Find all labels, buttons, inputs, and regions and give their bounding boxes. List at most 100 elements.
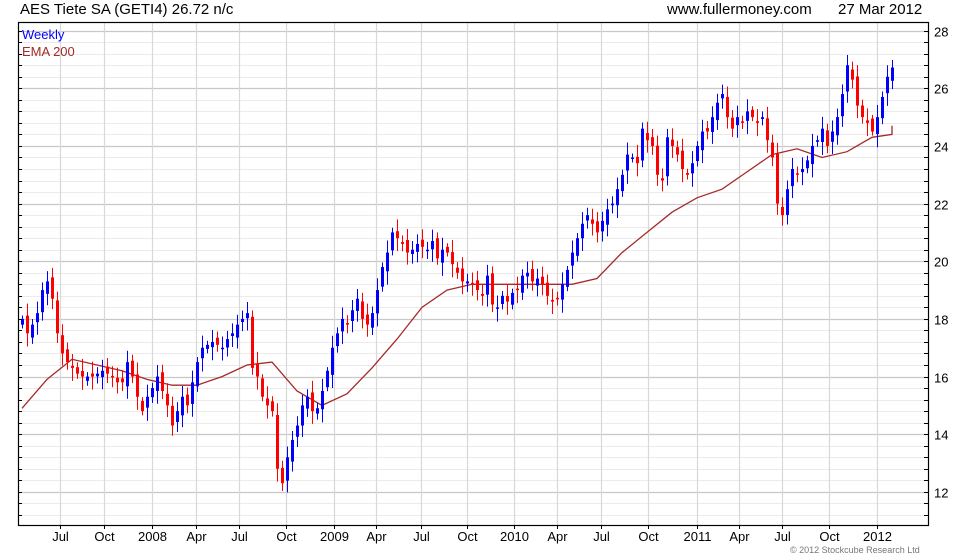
- candle-body: [66, 349, 69, 363]
- candle: [871, 114, 874, 136]
- candle: [266, 386, 269, 419]
- candle: [551, 288, 554, 315]
- candle: [111, 366, 114, 388]
- candle: [751, 106, 754, 122]
- candle: [616, 177, 619, 219]
- candle: [686, 168, 689, 180]
- candle: [236, 314, 239, 349]
- candle: [796, 166, 799, 183]
- candle-body: [551, 299, 554, 302]
- candle-body: [531, 269, 534, 282]
- candle: [786, 180, 789, 225]
- candle: [66, 342, 69, 370]
- candle: [306, 389, 309, 417]
- candle: [631, 153, 634, 163]
- candle-body: [286, 457, 289, 481]
- candle-body: [111, 375, 114, 378]
- candle-body: [196, 362, 199, 387]
- x-tick-label: 2012: [863, 529, 892, 544]
- candle: [231, 323, 234, 348]
- candle: [256, 351, 259, 390]
- candle: [541, 266, 544, 296]
- candle-body: [496, 307, 499, 309]
- x-tick-label: Jul: [231, 529, 248, 544]
- candle-body: [816, 140, 819, 142]
- y-tick-label: 26: [934, 82, 948, 97]
- candle: [816, 135, 819, 147]
- candle-body: [546, 282, 549, 296]
- candle-body: [736, 117, 739, 126]
- candle-body: [296, 425, 299, 437]
- candle: [476, 270, 479, 301]
- candle: [346, 315, 349, 334]
- candle: [671, 128, 674, 159]
- source-site: www.fullermoney.com: [667, 1, 812, 18]
- candle-body: [116, 377, 119, 383]
- candle-body: [76, 367, 79, 374]
- candle: [486, 264, 489, 307]
- candle: [131, 354, 134, 384]
- candle: [351, 300, 354, 333]
- candle-body: [351, 310, 354, 322]
- candle-body: [441, 249, 444, 263]
- candle-body: [231, 333, 234, 337]
- candle-body: [146, 396, 149, 408]
- candle-body: [411, 249, 414, 254]
- candle: [196, 357, 199, 392]
- candle-body: [481, 293, 484, 296]
- candle: [716, 93, 719, 130]
- candle-body: [356, 298, 359, 311]
- candle-body: [476, 280, 479, 291]
- candle: [836, 108, 839, 145]
- candle: [516, 276, 519, 304]
- x-tick-label: 2008: [138, 529, 167, 544]
- x-tick-label: Jul: [593, 529, 610, 544]
- candle: [461, 257, 464, 295]
- candle: [726, 86, 729, 129]
- candle-body: [401, 242, 404, 244]
- candle: [831, 120, 834, 154]
- candle: [251, 310, 254, 375]
- candle-body: [56, 300, 59, 334]
- candle-body: [186, 394, 189, 406]
- candle-body: [611, 203, 614, 206]
- candle-body: [431, 241, 434, 250]
- candle: [736, 105, 739, 138]
- candle: [891, 60, 894, 90]
- x-tick-label: Apr: [729, 529, 750, 544]
- x-tick-label: Oct: [94, 529, 115, 544]
- candle: [426, 241, 429, 259]
- candle: [601, 211, 604, 242]
- candle-body: [446, 246, 449, 253]
- candle-body: [776, 153, 779, 204]
- y-tick-label: 20: [934, 255, 948, 270]
- candle: [711, 106, 714, 144]
- candle-body: [171, 405, 174, 426]
- candle: [276, 403, 279, 482]
- candle-body: [156, 376, 159, 391]
- candle: [296, 416, 299, 448]
- candle-body: [526, 272, 529, 277]
- candle-body: [251, 316, 254, 368]
- candle-body: [326, 370, 329, 388]
- candle: [186, 387, 189, 414]
- candle-body: [341, 318, 344, 332]
- candle: [431, 229, 434, 262]
- candle-body: [276, 414, 279, 469]
- candle: [31, 318, 34, 344]
- candle: [826, 123, 829, 154]
- candle-body: [71, 365, 74, 368]
- candle: [731, 110, 734, 138]
- candle-body: [211, 341, 214, 348]
- candle: [491, 266, 494, 313]
- candle-body: [676, 147, 679, 155]
- candle: [216, 331, 219, 352]
- candle: [451, 240, 454, 278]
- x-tick-label: Apr: [186, 529, 207, 544]
- candle-body: [61, 335, 64, 354]
- x-tick-label: 2010: [500, 529, 529, 544]
- candle-body: [436, 238, 439, 259]
- y-tick-label: 18: [934, 313, 948, 328]
- candle: [781, 197, 784, 226]
- candle: [841, 84, 844, 127]
